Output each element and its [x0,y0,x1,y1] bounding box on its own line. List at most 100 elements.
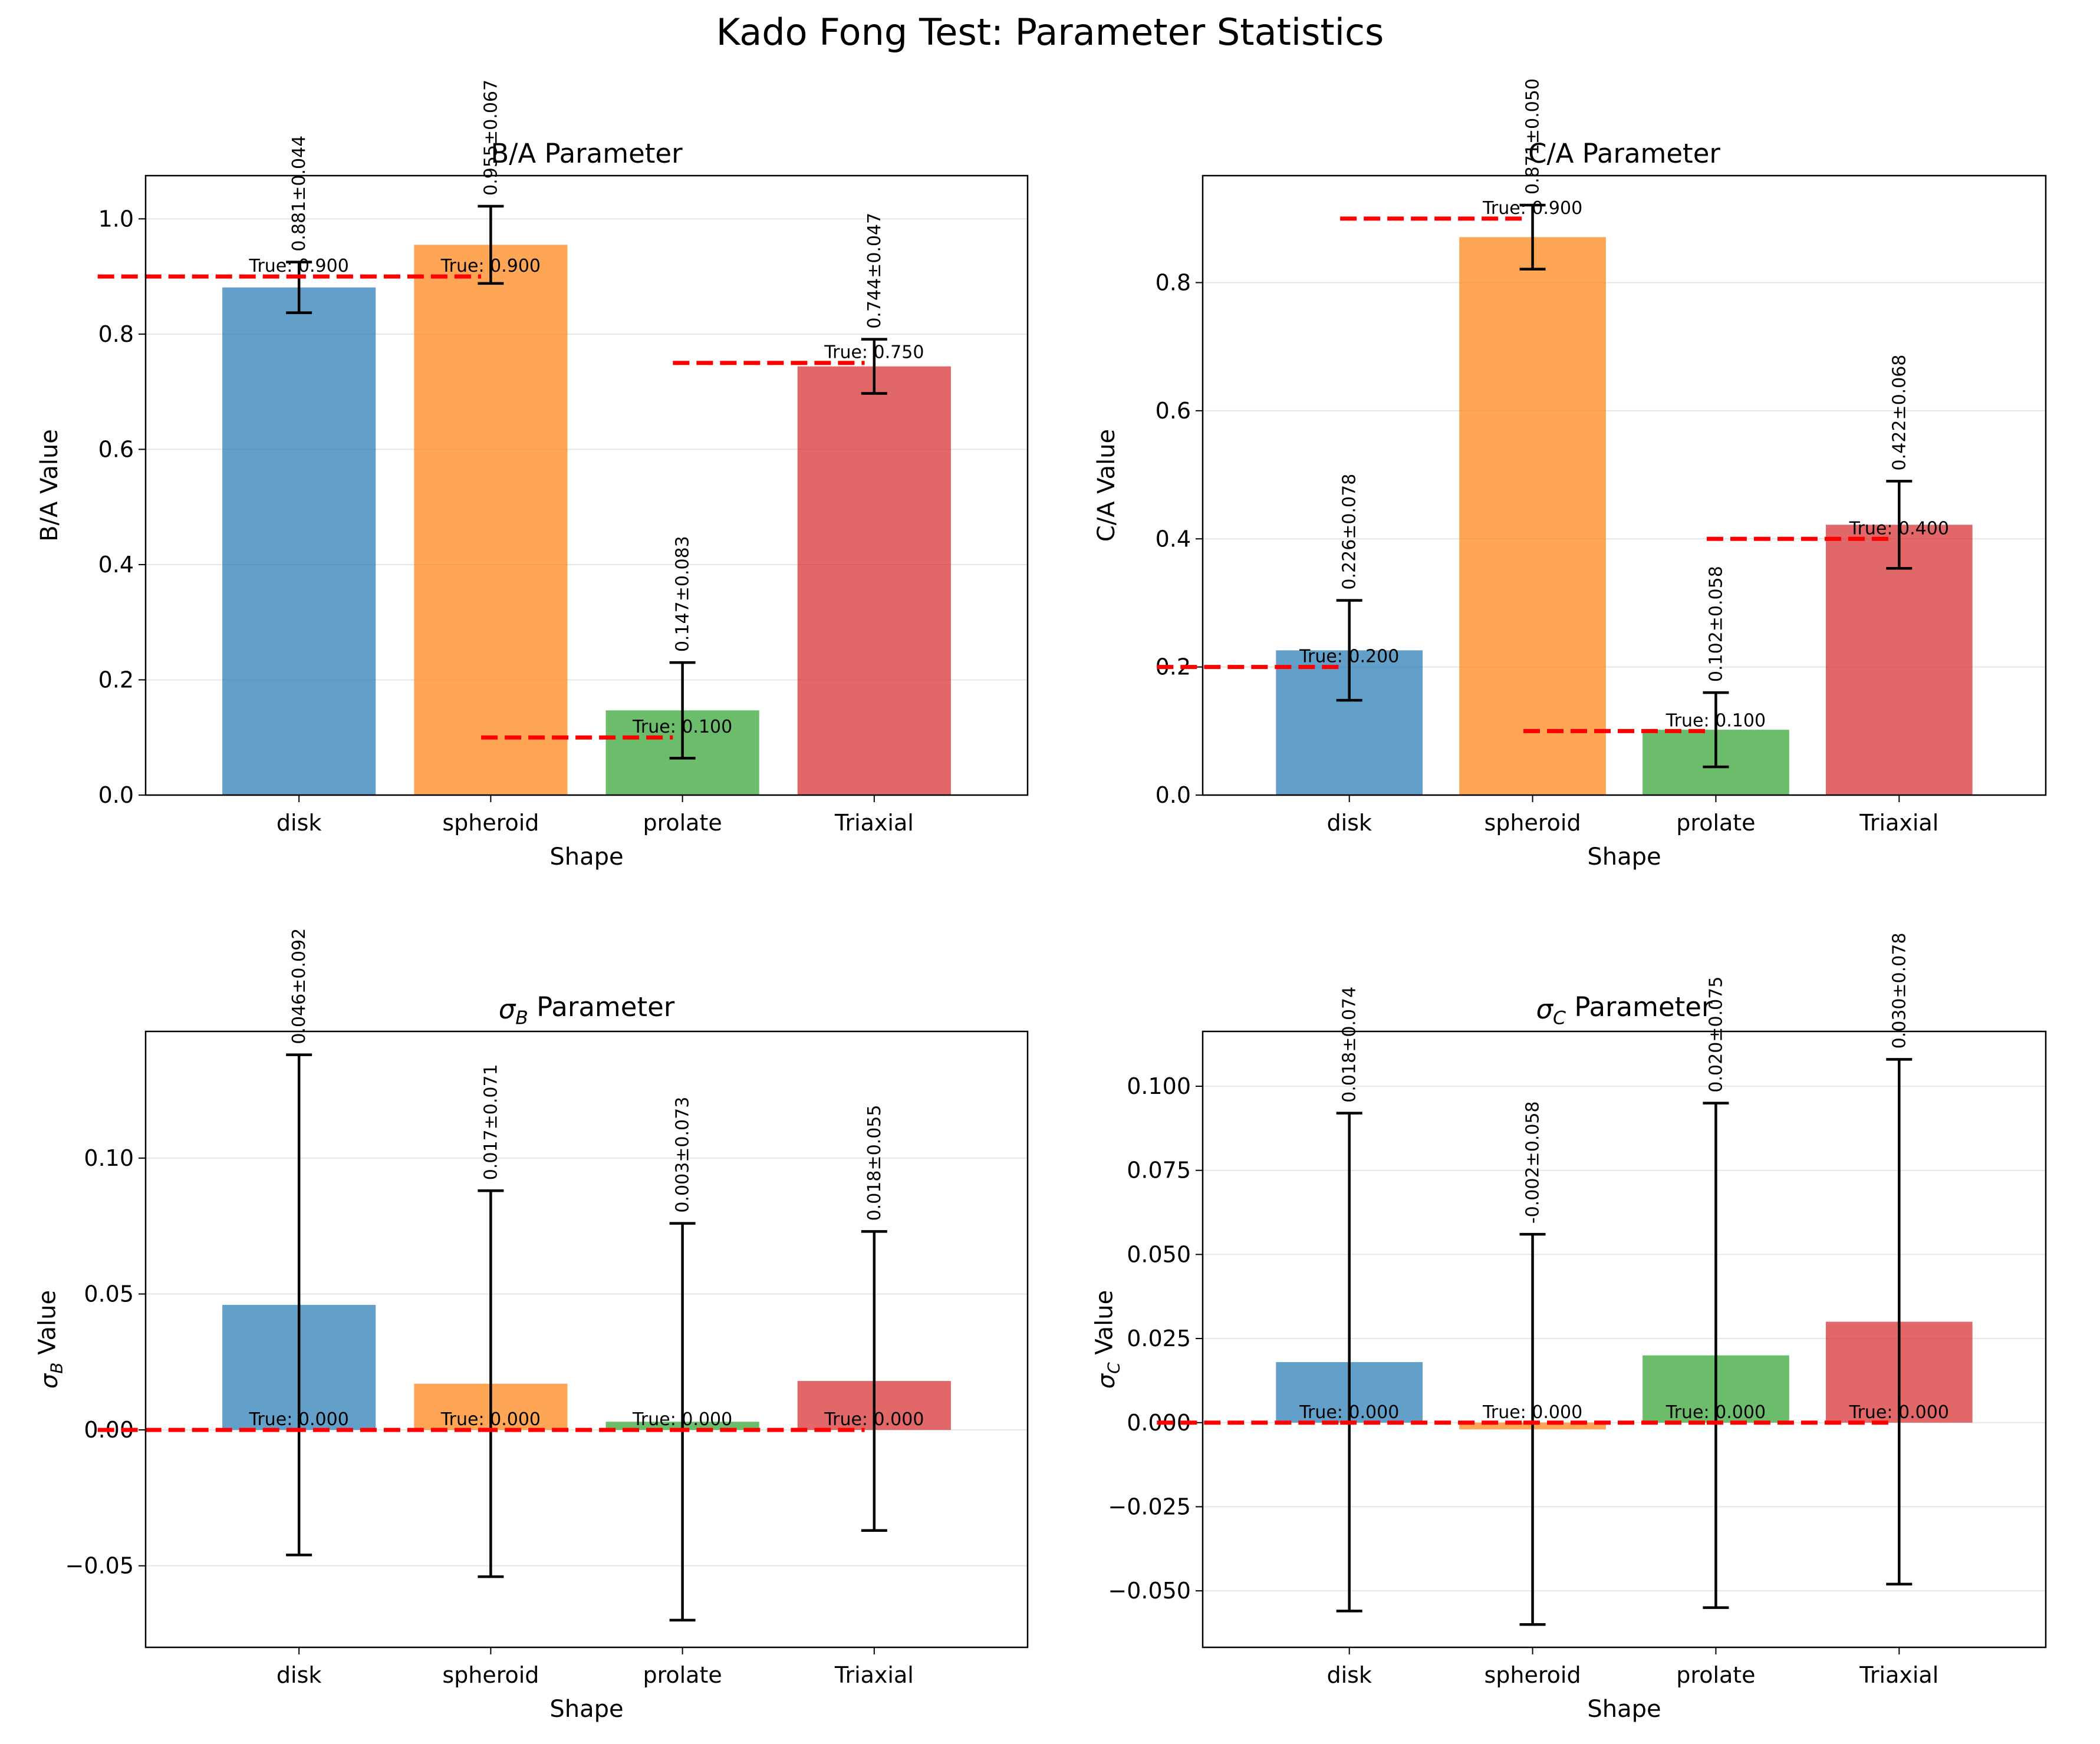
text-part: σ [1536,994,1554,1025]
true-value-label: True: 0.100 [632,717,732,737]
true-value-label: True: 0.000 [824,1409,924,1430]
plot-frame [144,174,1029,796]
y-tick-label: 1.0 [98,206,134,232]
text-part: B [47,1362,66,1373]
y-tick-label: 0.8 [98,321,134,347]
y-tick-label: 0.4 [98,552,134,578]
text-part: Value [34,1290,61,1363]
value-label: 0.046±0.092 [289,928,310,1044]
y-tick-label: 0.6 [1156,398,1191,424]
x-tick-label: Triaxial [834,1662,914,1688]
text-part: C [1104,1362,1123,1374]
x-tick-label: disk [1327,1662,1371,1688]
bar-Triaxial [797,366,951,795]
text-part: σ [36,1373,63,1389]
value-label: 0.226±0.078 [1339,474,1360,590]
x-tick-label: Triaxial [1859,810,1938,836]
y-tick-label: 0.100 [1127,1073,1191,1099]
value-label: 0.018±0.055 [864,1105,885,1221]
text-part: C [1553,1007,1566,1028]
y-axis-label: σB Value [34,1290,66,1389]
panel-title: B/A Parameter [491,138,683,169]
x-tick-label: prolate [1676,1662,1755,1688]
true-value-label: True: 0.750 [824,342,924,363]
y-tick-label: 0.025 [1127,1326,1191,1351]
true-value-label: True: 0.400 [1849,518,1949,539]
text-part: σ [499,994,516,1025]
true-value-label: True: 0.900 [1482,198,1582,219]
x-tick-label: spheroid [442,1662,539,1688]
value-label: 0.003±0.073 [673,1097,693,1213]
x-axis-label: Shape [1587,1696,1661,1723]
value-label: 0.020±0.075 [1706,977,1726,1093]
value-label: 0.102±0.058 [1706,566,1726,682]
y-tick-label: 0.10 [84,1145,134,1171]
y-axis-label: B/A Value [36,429,63,542]
panel-title: σB Parameter [499,991,675,1029]
x-axis-label: Shape [1587,843,1661,871]
y-tick-label: 0.050 [1127,1241,1191,1267]
value-label: 0.871±0.050 [1523,78,1543,194]
y-tick-label: −0.050 [1108,1578,1191,1604]
x-tick-label: prolate [643,810,722,836]
y-tick-label: 0.0 [1156,782,1191,808]
true-value-label: True: 0.900 [249,256,349,276]
true-value-label: True: 0.000 [440,1409,541,1430]
chart-panel: 0.0 0.2 0.4 0.6 0.8 1.0 True: 0.900 True: 0.900… [36,80,1029,871]
true-value-label: True: 0.100 [1665,710,1766,731]
true-value-label: True: 0.000 [249,1409,349,1430]
true-value-label: True: 0.000 [1482,1402,1582,1423]
y-tick-label: 0.2 [98,667,134,693]
x-axis-label: Shape [549,1696,623,1723]
x-tick-label: disk [277,1662,321,1688]
true-value-label: True: 0.000 [1665,1402,1766,1423]
y-tick-label: 0.6 [98,436,134,462]
figure-title: Kado Fong Test: Parameter Statistics [716,11,1384,54]
value-label: 0.018±0.074 [1339,987,1360,1103]
text-part: Parameter [528,991,675,1023]
value-label: 0.017±0.071 [480,1064,501,1180]
true-value-label: True: 0.900 [440,256,541,276]
plot-frame [144,1030,1029,1649]
value-label: 0.147±0.083 [673,536,693,652]
panel-title: C/A Parameter [1528,138,1720,169]
true-value-label: True: 0.000 [1849,1402,1949,1423]
x-tick-label: disk [1327,810,1371,836]
panel-title: σC Parameter [1536,991,1713,1029]
text-part: σ [1093,1373,1120,1389]
x-tick-label: prolate [1676,810,1755,836]
x-tick-label: spheroid [1485,1662,1581,1688]
value-label: -0.002±0.058 [1523,1101,1543,1224]
y-tick-label: −0.025 [1108,1494,1191,1519]
y-axis-label: C/A Value [1093,429,1120,542]
x-tick-label: disk [277,810,321,836]
y-tick-label: 0.05 [84,1281,134,1307]
x-tick-label: spheroid [1485,810,1581,836]
value-label: 0.030±0.078 [1889,932,1910,1049]
value-label: 0.881±0.044 [289,136,310,252]
true-value-label: True: 0.000 [632,1409,732,1430]
y-tick-label: 0.8 [1156,270,1191,296]
true-value-label: True: 0.000 [1299,1402,1399,1423]
x-tick-label: spheroid [442,810,539,836]
x-axis-label: Shape [549,843,623,871]
text-part: Value [1091,1290,1118,1363]
y-tick-label: −0.05 [65,1553,134,1579]
y-tick-label: 0.075 [1127,1158,1191,1183]
chart-panel: −0.050−0.0250.0000.0250.0500.0750.100Tru… [1091,932,2047,1723]
true-value-label: True: 0.200 [1299,647,1399,667]
bar-spheroid [1459,237,1606,795]
x-tick-label: Triaxial [834,810,914,836]
y-tick-label: 0.4 [1156,526,1191,552]
x-tick-label: Triaxial [1859,1662,1938,1688]
text-part: Parameter [1566,991,1713,1023]
bar-disk [222,287,376,795]
bar-Triaxial [1825,525,1973,795]
plot-frame [1202,174,2047,796]
y-axis-label: σC Value [1091,1290,1123,1389]
text-part: B [515,1007,528,1028]
